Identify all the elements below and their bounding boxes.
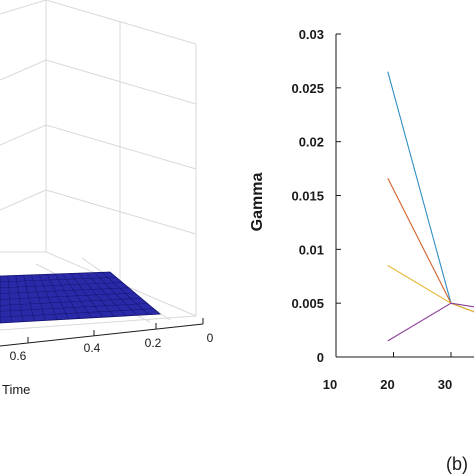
y-tick-label: 0.01 [299, 242, 324, 257]
x-axis-ticks: 10 20 30 [323, 352, 452, 392]
surface-mesh-line [0, 276, 117, 283]
y-tick-label: 0.03 [299, 27, 324, 42]
x-tick-label: 20 [380, 377, 394, 392]
surface-x-tick-3: 0 [207, 331, 214, 345]
panel-label-b: (b) [446, 454, 468, 474]
y-axis-ticks: 0 0.005 0.01 0.015 0.02 0.025 0.03 [291, 27, 341, 365]
y-axis-label: Gamma [249, 173, 266, 232]
series-line-2 [387, 178, 474, 313]
surface-x-tick-2: 0.2 [145, 336, 162, 350]
surface-mesh [0, 271, 162, 324]
y-tick-label: 0.02 [299, 135, 324, 150]
x-tick-label: 30 [438, 377, 452, 392]
surface-panel: 0.6 0.4 0.2 0 Time [0, 0, 214, 397]
surface-mesh-line [0, 287, 129, 294]
surface-back-wall [0, 0, 197, 317]
surface-x-axis [0, 323, 204, 347]
surface-mesh-line [0, 292, 136, 300]
y-tick-label: 0.005 [291, 296, 324, 311]
surface-x-tick-1: 0.4 [84, 341, 101, 355]
surface-x-tick-0: 0.6 [10, 349, 27, 363]
surface-mesh-line [0, 282, 123, 289]
y-tick-label: 0.025 [291, 81, 324, 96]
series-group [387, 71, 474, 342]
series-line-3 [387, 265, 474, 313]
series-line-1 [387, 71, 474, 313]
series-line-4 [387, 302, 474, 342]
y-tick-label: 0.015 [291, 189, 324, 204]
surface-x-axis-label: Time [2, 382, 30, 397]
surface-x-axis-ticks [27, 318, 204, 343]
x-tick-label: 10 [323, 377, 337, 392]
surface-mesh-line [0, 303, 148, 312]
surface-mesh-line [0, 308, 154, 318]
y-tick-label: 0 [317, 350, 324, 365]
surface-mesh-line [0, 297, 142, 306]
surface-mesh-lines [0, 272, 154, 323]
line-chart-panel: 0 0.005 0.01 0.015 0.02 0.025 0.03 10 20 30 Gamm… [249, 27, 474, 474]
